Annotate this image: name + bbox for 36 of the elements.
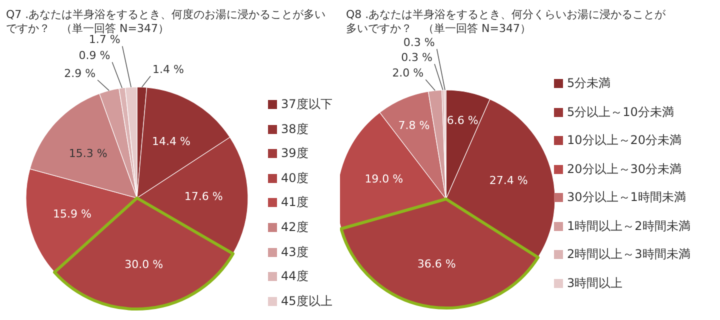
data-label: 17.6 % — [184, 190, 223, 204]
legend-label: 10分以上～20分未満 — [567, 133, 682, 148]
data-label: 0.9 % — [78, 49, 110, 62]
data-label: 15.9 % — [52, 207, 92, 220]
legend-label: 44度 — [281, 269, 308, 284]
data-label: 1.7 % — [88, 33, 120, 46]
legend-label: 39度 — [281, 146, 308, 162]
data-label: 7.8 % — [398, 118, 430, 132]
data-label: 19.0 % — [364, 172, 404, 186]
legend-label: 41度 — [281, 195, 308, 210]
legend-label: 3時間以上 — [567, 276, 623, 290]
data-label: 30.0 % — [124, 258, 164, 272]
chart-title: Q8 .あなたは半身浴をするとき、何分くらいお湯に浸かることが多いですか？ （単一回答 N=347） — [346, 8, 667, 36]
data-label: 2.0 % — [392, 66, 424, 80]
data-label: 0.3 % — [401, 51, 433, 64]
data-label: 0.3 % — [403, 36, 435, 50]
data-label: 15.3 % — [68, 146, 108, 160]
data-label: 36.6 % — [417, 258, 456, 271]
legend-label: 5分未満 — [567, 76, 611, 91]
data-label: 6.6 % — [446, 114, 478, 128]
chart-title: Q7 .あなたは半身浴をするとき、何度のお湯に浸かることが多いですか？ （単一回答 N=347） — [6, 8, 326, 35]
data-label: 1.4 % — [152, 63, 184, 76]
data-label: 14.4 % — [152, 134, 190, 148]
legend-label: 5分以上～10分未満 — [567, 104, 674, 120]
legend-label: 2時間以上～3時間未満 — [567, 247, 690, 262]
legend-label: 1時間以上～2時間未満 — [567, 218, 690, 234]
legend-label: 30分以上～1時間未満 — [567, 190, 686, 205]
data-label: 2.9 % — [64, 67, 96, 80]
legend-label: 37度以下 — [281, 97, 332, 112]
legend-label: 43度 — [281, 244, 308, 260]
legend-label: 40度 — [281, 170, 308, 186]
legend-label: 42度 — [281, 220, 308, 235]
legend-label: 38度 — [281, 122, 308, 137]
legend-label: 20分以上～30分未満 — [567, 162, 682, 176]
data-label: 27.4 % — [489, 174, 528, 187]
legend-label: 45度以上 — [281, 294, 332, 309]
